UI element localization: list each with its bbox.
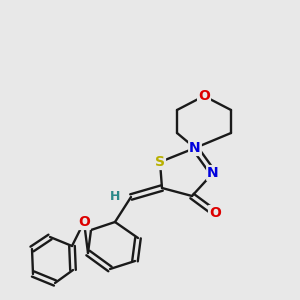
Text: O: O	[209, 206, 221, 220]
Text: S: S	[155, 155, 165, 169]
Text: O: O	[198, 89, 210, 103]
Text: O: O	[78, 215, 90, 229]
Text: N: N	[189, 141, 201, 155]
Text: N: N	[207, 166, 219, 180]
Text: H: H	[110, 190, 120, 203]
